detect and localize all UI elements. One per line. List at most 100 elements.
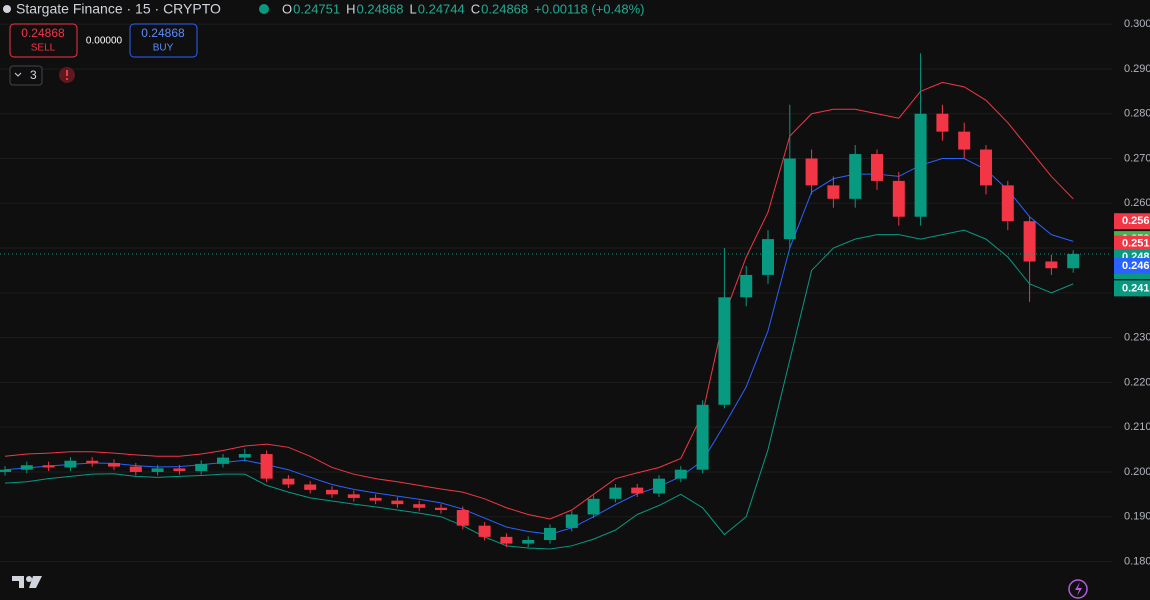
plot: 0.3000.2900.2800.2700.2600.2500.2400.230… (0, 18, 1150, 567)
candle-body (914, 113, 927, 217)
candle-body (783, 158, 796, 240)
candle-body (347, 494, 360, 498)
price-tag-label: 0.246 (1122, 260, 1150, 272)
ohlc-key: C (471, 1, 480, 16)
candle-body (20, 465, 33, 470)
candle-body (42, 465, 55, 468)
buy-button[interactable] (129, 23, 198, 58)
candle-body (369, 497, 382, 501)
ohlc-key: H (346, 1, 355, 16)
y-tick-label: 0.290 (1124, 63, 1150, 75)
y-tick-label: 0.270 (1124, 152, 1150, 164)
tv-logo (12, 576, 42, 588)
price-tag (1114, 213, 1150, 230)
ohlc-key: O (282, 1, 292, 16)
alert-dot (66, 78, 68, 80)
candle-body (522, 540, 535, 544)
y-tick-label: 0.200 (1124, 466, 1150, 478)
lightning-ring (1068, 579, 1088, 599)
candle-body (151, 468, 164, 472)
candle-body (958, 131, 971, 150)
ohlc-value: 0.24868 (357, 1, 404, 16)
candle-body (631, 487, 644, 494)
ohlc: O 0.24751 H 0.24868 L 0.24744 C 0.24868 +0.00118… (282, 1, 644, 16)
candle-body (86, 460, 99, 463)
price-tag (1114, 235, 1150, 252)
ohlc-value: 0.24744 (418, 1, 465, 16)
y-tick-label: 0.180 (1124, 555, 1150, 567)
ohlc-value: 0.24751 (293, 1, 340, 16)
y-tick-label: 0.210 (1124, 421, 1150, 433)
candle-body (696, 404, 709, 470)
status-dot (259, 4, 269, 14)
candle-body (173, 468, 186, 472)
candle-body (1045, 261, 1058, 269)
price-tag (1114, 280, 1150, 297)
candle-body (609, 487, 622, 499)
candle-body (260, 454, 273, 479)
candle-body (653, 478, 665, 494)
band-line (4, 158, 1074, 535)
lightning-button[interactable] (1068, 579, 1088, 599)
candle-body (195, 463, 208, 472)
sell-price: 0.24868 (21, 26, 65, 40)
candle-body (718, 297, 731, 405)
candle-body (544, 527, 556, 540)
symbol-icon (3, 5, 11, 13)
candle-body (282, 478, 295, 485)
candle-body (1067, 253, 1080, 269)
indicator-toggle[interactable] (9, 65, 43, 86)
spread: 0.00000 (86, 36, 123, 47)
candle-body (391, 500, 404, 505)
y-tick-label: 0.230 (1124, 332, 1150, 344)
y-tick-label: 0.220 (1124, 376, 1150, 388)
candle-body (587, 498, 600, 515)
indicator-count: 3 (30, 68, 37, 82)
candle-body (64, 460, 77, 468)
price-tag-label: 0.251 (1122, 237, 1150, 249)
candle-body (1001, 185, 1014, 222)
buy-price: 0.24868 (141, 26, 185, 40)
candle-body (849, 154, 862, 199)
ohlc-key: L (410, 1, 417, 16)
candle-body (129, 466, 142, 472)
candle-body (326, 489, 338, 495)
chevron (14, 72, 22, 77)
candle-body (0, 469, 11, 472)
sell-label: SELL (31, 43, 56, 54)
logo-part (29, 576, 42, 588)
candle-body (478, 525, 491, 537)
candle-body (1023, 221, 1036, 262)
y-tick-label: 0.190 (1124, 511, 1150, 523)
logo-part (26, 576, 32, 582)
candle-body (435, 507, 447, 510)
logo-part (12, 576, 24, 588)
buy-label: BUY (153, 43, 174, 54)
sell-button[interactable] (9, 23, 78, 58)
candle-body (565, 514, 578, 528)
ohlc-value: 0.24868 (481, 1, 528, 16)
candle-body (456, 510, 469, 526)
change: +0.00118 (+0.48%) (534, 1, 644, 16)
price-tag (1114, 257, 1150, 274)
candle-body (500, 536, 513, 544)
candle-body (762, 239, 774, 275)
y-tick-label: 0.260 (1124, 197, 1150, 209)
candle-body (871, 154, 883, 181)
candle-body (674, 469, 687, 479)
band-line (4, 81, 1074, 520)
alert-bang (66, 70, 68, 76)
header: Stargate Finance · 15 · CRYPTO O 0.24751 H… (3, 1, 644, 86)
candle-body (740, 274, 753, 298)
symbol-title: Stargate Finance · 15 · CRYPTO (16, 1, 221, 17)
candle-body (413, 504, 426, 508)
candle-body (936, 113, 949, 132)
candle-body (827, 185, 840, 199)
y-tick-label: 0.300 (1124, 18, 1150, 30)
candle-body (805, 158, 818, 186)
candle-body (238, 454, 251, 458)
candle-body (108, 462, 120, 467)
price-tag-label: 0.241 (1122, 282, 1150, 294)
band-line (4, 229, 1074, 550)
